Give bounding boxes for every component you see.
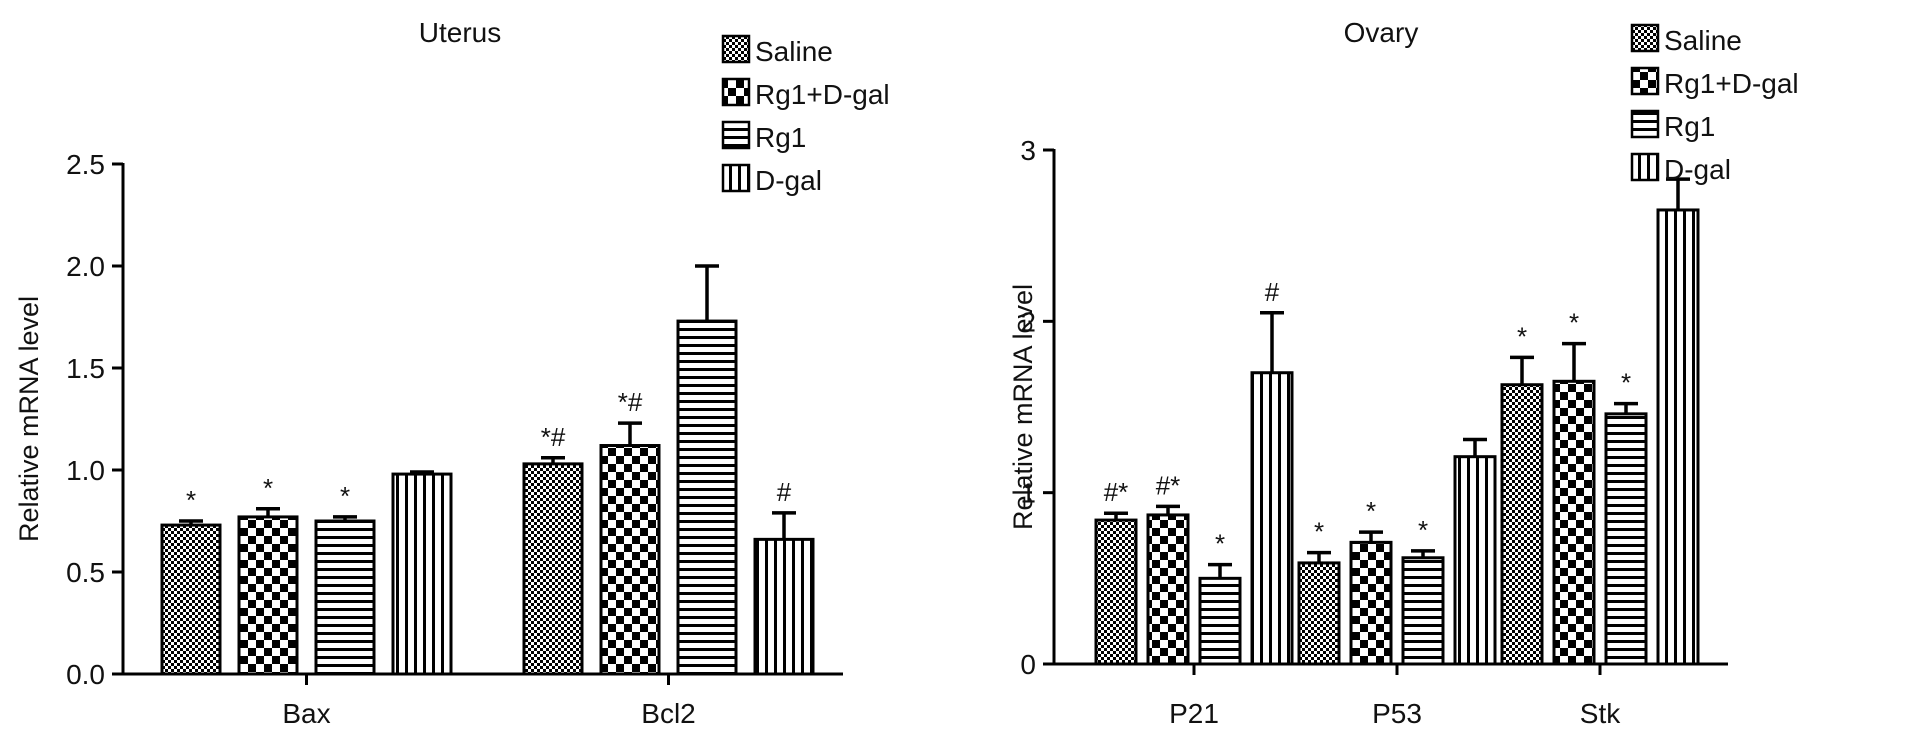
significance-label: * xyxy=(1418,515,1428,545)
legend-label: Saline xyxy=(1664,25,1742,56)
legend-label: Saline xyxy=(755,36,833,67)
bar xyxy=(237,515,299,676)
legend-swatch xyxy=(721,34,751,64)
x-tick-label: P53 xyxy=(1372,698,1422,729)
x-tick-label: Bcl2 xyxy=(641,698,695,729)
significance-label: *# xyxy=(541,422,566,452)
bar xyxy=(1656,208,1700,666)
significance-label: #* xyxy=(1156,470,1181,500)
legend-swatch xyxy=(1630,23,1660,53)
significance-label: * xyxy=(186,485,196,515)
uterus-chart: Uterus Relative mRNA level 0.0 0.5 1.0 1.5 2.0… xyxy=(14,17,890,729)
x-tick-label: Bax xyxy=(282,698,330,729)
y-tick-label: 2.0 xyxy=(66,251,105,282)
legend-swatch xyxy=(1630,152,1660,182)
legend-label: Rg1 xyxy=(755,122,806,153)
bar xyxy=(1146,513,1190,666)
legend-label: Rg1+D-gal xyxy=(1664,68,1799,99)
y-tick-label: 0.0 xyxy=(66,659,105,690)
legend-label: Rg1 xyxy=(1664,111,1715,142)
chart-title: Uterus xyxy=(419,17,501,48)
bar xyxy=(676,319,738,676)
significance-label: * xyxy=(1215,529,1225,559)
significance-label: *# xyxy=(618,387,643,417)
bar xyxy=(522,462,584,676)
significance-label: * xyxy=(1517,321,1527,351)
y-tick-label: 1 xyxy=(1020,478,1036,509)
significance-label: * xyxy=(340,481,350,511)
bar xyxy=(1250,371,1294,666)
legend-label: Rg1+D-gal xyxy=(755,79,890,110)
y-tick-label: 0.5 xyxy=(66,557,105,588)
bar xyxy=(1453,455,1497,666)
significance-label: * xyxy=(1366,496,1376,526)
legend-swatch xyxy=(721,120,751,150)
legend-label: D-gal xyxy=(1664,154,1731,185)
significance-label: * xyxy=(263,473,273,503)
bar xyxy=(1552,379,1596,666)
bar xyxy=(1604,412,1648,666)
significance-label: #* xyxy=(1104,477,1129,507)
y-tick-label: 2 xyxy=(1020,306,1036,337)
significance-label: * xyxy=(1621,368,1631,398)
bar xyxy=(1198,576,1242,666)
bar xyxy=(1500,383,1544,666)
legend-swatch xyxy=(721,163,751,193)
y-axis-label: Relative mRNA level xyxy=(14,296,44,542)
bar xyxy=(314,519,376,676)
y-tick-label: 1.5 xyxy=(66,353,105,384)
bar xyxy=(1297,561,1341,666)
y-tick-label: 2.5 xyxy=(66,149,105,180)
bar xyxy=(1349,540,1393,666)
significance-label: # xyxy=(777,477,792,507)
legend-swatch xyxy=(721,77,751,107)
significance-label: * xyxy=(1569,308,1579,338)
bar xyxy=(391,472,453,676)
legend-label: D-gal xyxy=(755,165,822,196)
y-tick-label: 1.0 xyxy=(66,455,105,486)
y-tick-label: 0 xyxy=(1020,649,1036,680)
bar xyxy=(599,444,661,676)
ovary-chart: Ovary Relative mRNA level 0 1 2 3 P21 #* #* * # P53… xyxy=(1008,17,1799,729)
significance-label: * xyxy=(1314,517,1324,547)
chart-title: Ovary xyxy=(1344,17,1419,48)
bar xyxy=(1401,556,1445,666)
bar xyxy=(753,537,815,676)
significance-label: # xyxy=(1265,277,1280,307)
legend-swatch xyxy=(1630,66,1660,96)
y-tick-label: 3 xyxy=(1020,135,1036,166)
y-axis-label: Relative mRNA level xyxy=(1008,284,1038,530)
bar xyxy=(160,523,222,676)
legend-swatch xyxy=(1630,109,1660,139)
x-tick-label: P21 xyxy=(1169,698,1219,729)
bar xyxy=(1094,518,1138,666)
x-tick-label: Stk xyxy=(1580,698,1621,729)
